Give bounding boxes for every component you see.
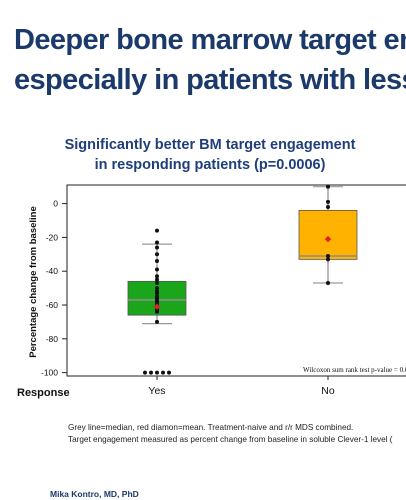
data-point: [155, 274, 159, 279]
y-axis-ticks: 0 -20 -40 -60 -80 -100: [41, 199, 67, 378]
data-point: [161, 370, 165, 375]
data-point: [326, 253, 330, 258]
footnote-line1: Grey line=median, red diamon=mean. Treat…: [68, 423, 354, 432]
y-tick-label: -60: [46, 300, 59, 310]
mean-diamond: [324, 235, 332, 243]
chart-heading-line1: Significantly better BM target engagemen…: [64, 137, 356, 153]
data-point: [167, 370, 171, 375]
data-point: [326, 199, 330, 204]
data-point: [155, 240, 159, 245]
data-point: [155, 281, 159, 286]
slide-title-line1: Deeper bone marrow target eng: [14, 24, 406, 56]
x-category-label: Yes: [148, 385, 165, 397]
y-tick-label: -80: [46, 334, 59, 344]
boxes: [127, 184, 358, 375]
data-point: [143, 370, 147, 375]
data-point: [326, 257, 330, 262]
y-tick-label: 0: [53, 199, 58, 209]
data-point: [155, 286, 159, 291]
data-point: [155, 252, 159, 257]
data-point: [155, 291, 159, 296]
author-name: Mika Kontro, MD, PhD: [50, 489, 139, 499]
x-axis-label: Response: [17, 387, 70, 399]
plot-frame: [66, 184, 406, 377]
chart-heading-line2: in responding patients (p=0.0006): [94, 157, 326, 173]
data-point: [155, 370, 159, 375]
y-tick-label: -100: [41, 368, 58, 378]
data-point: [155, 277, 159, 282]
footnote-line2: Target engagement measured as percent ch…: [68, 435, 393, 444]
y-axis-label: Percentage change from baseline: [28, 206, 39, 358]
box-group-yes: [127, 228, 187, 375]
y-tick-label: -40: [46, 266, 59, 276]
data-point: [149, 370, 153, 375]
mean-diamond: [153, 303, 161, 310]
data-point: [326, 184, 330, 189]
x-category-label: No: [321, 385, 335, 397]
footnotes: Grey line=median, red diamon=mean. Treat…: [68, 422, 406, 446]
data-point: [155, 259, 159, 264]
data-point: [155, 267, 159, 272]
chart-heading: Significantly better BM target engagemen…: [40, 135, 380, 175]
data-point: [155, 319, 159, 324]
slide-title-line2: especially in patients with less: [14, 64, 406, 96]
data-point: [155, 228, 159, 233]
y-tick-label: -20: [46, 232, 59, 242]
data-point: [326, 204, 330, 209]
data-point: [326, 281, 330, 286]
box-iqr: [298, 209, 358, 260]
box-group-no: [298, 184, 358, 286]
data-point: [155, 245, 159, 250]
data-point: [155, 309, 159, 314]
slide-title: Deeper bone marrow target eng especially…: [14, 20, 406, 100]
x-axis-categories: Yes No: [148, 376, 335, 397]
wilcoxon-annotation: Wilcoxon sum rank test p-value = 0.00: [303, 366, 406, 374]
